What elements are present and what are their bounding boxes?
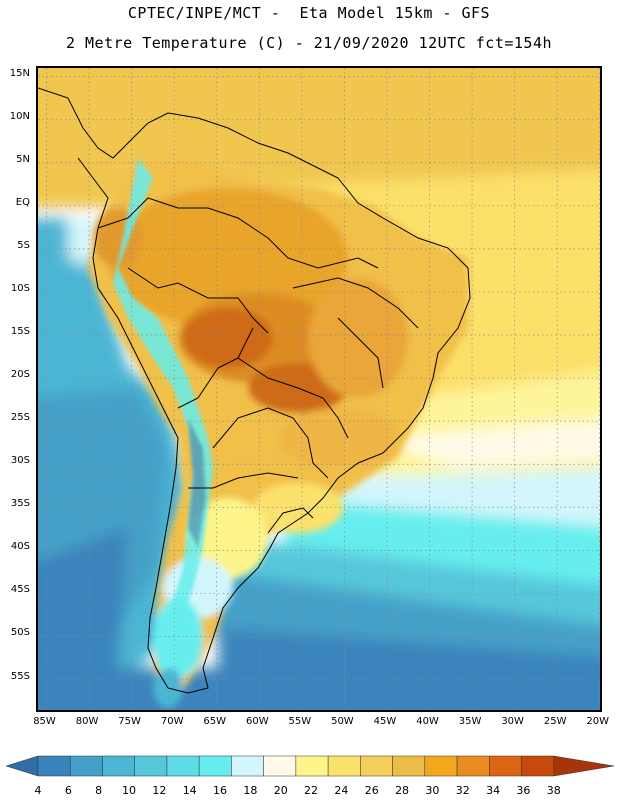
lon-label: 35W — [458, 716, 482, 727]
lat-label: 30S — [10, 455, 30, 467]
legend-level-label: 14 — [182, 784, 197, 797]
lon-label: 55W — [288, 716, 312, 727]
lat-label: 25S — [10, 412, 30, 424]
legend-swatch — [69, 755, 103, 777]
legend-level-label: 30 — [425, 784, 440, 797]
legend-swatch — [231, 755, 264, 777]
legend-level-label: 10 — [122, 784, 137, 797]
lon-label: 70W — [160, 716, 184, 727]
legend-swatch — [295, 755, 329, 777]
legend-swatch — [392, 755, 426, 777]
legend-swatch — [198, 755, 232, 777]
lat-label: EQ — [15, 196, 30, 208]
lon-label: 40W — [416, 716, 439, 727]
legend-swatch — [37, 755, 71, 777]
color-legend-bar — [5, 755, 615, 777]
lat-label: 15N — [9, 67, 30, 79]
legend-swatch — [360, 755, 393, 777]
legend-swatch — [263, 755, 297, 777]
legend-level-label: 32 — [455, 784, 470, 797]
legend-arrow-high — [553, 755, 615, 777]
legend-swatch — [102, 755, 135, 777]
legend-level-label: 20 — [273, 784, 288, 797]
map-frame — [36, 66, 602, 712]
lon-label: 80W — [75, 716, 99, 727]
legend-level-label: 28 — [395, 784, 410, 797]
map-title-line1: CPTEC/INPE/MCT - Eta Model 15km - GFS — [127, 4, 491, 22]
lon-label: 30W — [501, 716, 524, 727]
legend-swatch — [134, 755, 168, 777]
lon-label: 20W — [586, 716, 610, 727]
lat-label: 15S — [10, 326, 30, 337]
legend-level-label: 36 — [516, 784, 531, 797]
lon-label: 50W — [331, 716, 354, 727]
lon-label: 85W — [33, 716, 56, 727]
lat-label: 10N — [9, 110, 30, 122]
legend-level-label: 4 — [34, 784, 42, 797]
lon-label: 75W — [118, 716, 141, 727]
lat-label: 10S — [10, 282, 30, 294]
legend-level-label: 8 — [95, 784, 103, 797]
lat-label: 45S — [10, 584, 30, 596]
lat-label: 5S — [17, 239, 30, 251]
legend-level-label: 34 — [486, 784, 501, 797]
temperature-map — [38, 68, 600, 710]
legend-swatch — [327, 755, 361, 777]
legend-level-label: 6 — [64, 784, 72, 797]
legend-level-label: 12 — [152, 784, 167, 797]
lat-label: 20S — [10, 369, 30, 381]
map-title-line2: 2 Metre Temperature (C) - 21/09/2020 12U… — [65, 34, 553, 52]
lat-label: 5N — [16, 153, 30, 165]
legend-swatch — [166, 755, 200, 777]
legend-level-label: 16 — [213, 784, 228, 797]
legend-level-label: 18 — [243, 784, 258, 797]
legend-swatch — [489, 755, 522, 777]
lon-label: 65W — [203, 716, 227, 727]
lon-label: 60W — [245, 716, 269, 727]
coastline — [38, 87, 471, 694]
legend-level-label: 24 — [334, 784, 349, 797]
lat-label: 55S — [10, 670, 30, 682]
lat-label: 35S — [10, 498, 30, 510]
legend-level-label: 26 — [364, 784, 379, 797]
lat-label: 50S — [10, 627, 30, 639]
legend-level-label: 22 — [304, 784, 319, 797]
legend-swatch — [521, 755, 555, 777]
lon-label: 25W — [543, 716, 567, 727]
legend-arrow-low — [5, 755, 39, 777]
legend-swatch — [424, 755, 458, 777]
lat-label: 40S — [10, 541, 30, 553]
lon-label: 45W — [373, 716, 397, 727]
legend-swatch — [456, 755, 490, 777]
legend-level-label: 38 — [546, 784, 561, 797]
